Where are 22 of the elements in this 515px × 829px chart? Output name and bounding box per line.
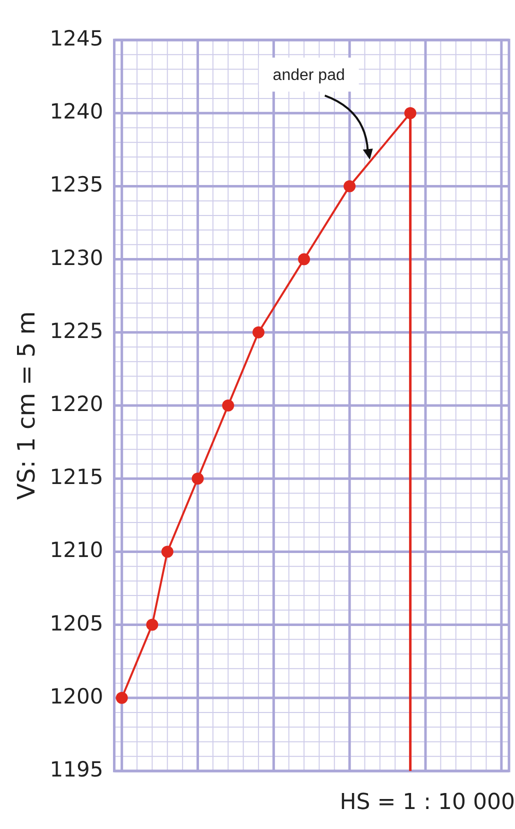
y-tick-label: 1235 <box>50 172 104 197</box>
point <box>222 400 234 412</box>
y-tick-label: 1200 <box>50 684 104 708</box>
y-tick-label: 1215 <box>50 465 104 490</box>
y-tick-label: 1225 <box>50 318 104 343</box>
y-tick-label: 1240 <box>50 100 104 124</box>
annotation: ander pad <box>272 67 345 84</box>
point <box>298 253 310 266</box>
point <box>192 472 204 485</box>
point <box>161 546 174 558</box>
point <box>252 326 264 338</box>
y-tick-label: 1220 <box>50 392 104 416</box>
y-axis-title: VS: 1 cm = 5 m <box>12 311 41 500</box>
point <box>146 618 158 631</box>
point <box>116 692 128 704</box>
y-tick-label: 1195 <box>50 757 104 782</box>
y-tick-label: 1230 <box>50 246 104 270</box>
x-axis-title: HS = 1 : 10 000 <box>340 790 515 815</box>
point <box>344 180 356 192</box>
y-tick-label: 1245 <box>50 26 104 50</box>
y-tick-label: 1210 <box>50 538 104 562</box>
y-tick-label: 1205 <box>50 611 104 636</box>
